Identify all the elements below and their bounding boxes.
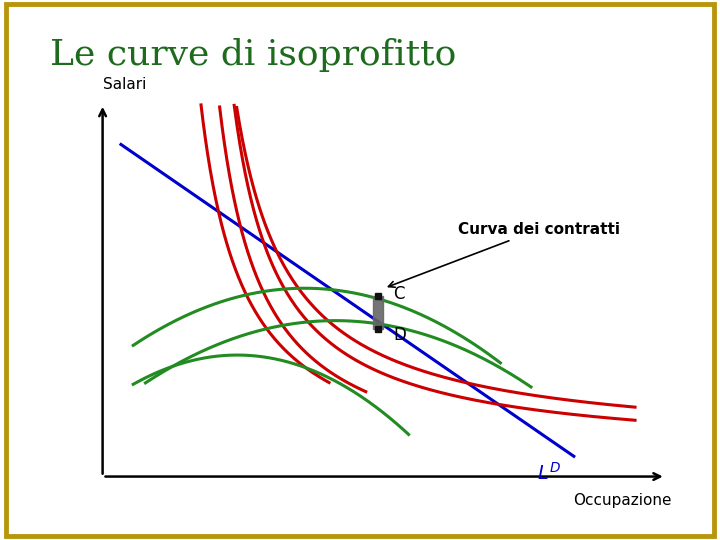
Text: $L^D$: $L^D$ [537, 462, 561, 484]
Text: Le curve di isoprofitto: Le curve di isoprofitto [50, 38, 456, 72]
Text: Salari: Salari [102, 77, 146, 92]
Text: Occupazione: Occupazione [573, 492, 672, 508]
Bar [373, 296, 383, 329]
Text: D: D [393, 326, 406, 344]
Text: Curva dei contratti: Curva dei contratti [389, 222, 619, 287]
Text: C: C [393, 285, 405, 303]
